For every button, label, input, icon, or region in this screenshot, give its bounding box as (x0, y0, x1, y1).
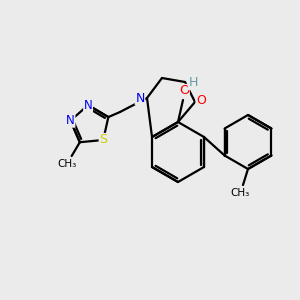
Text: N: N (135, 92, 145, 104)
Text: O: O (179, 85, 189, 98)
Text: H: H (188, 76, 198, 89)
Text: N: N (84, 99, 92, 112)
Text: O: O (196, 94, 206, 106)
Text: CH₃: CH₃ (230, 188, 250, 198)
Text: S: S (99, 134, 107, 146)
Text: N: N (66, 114, 75, 127)
Text: CH₃: CH₃ (58, 159, 77, 169)
